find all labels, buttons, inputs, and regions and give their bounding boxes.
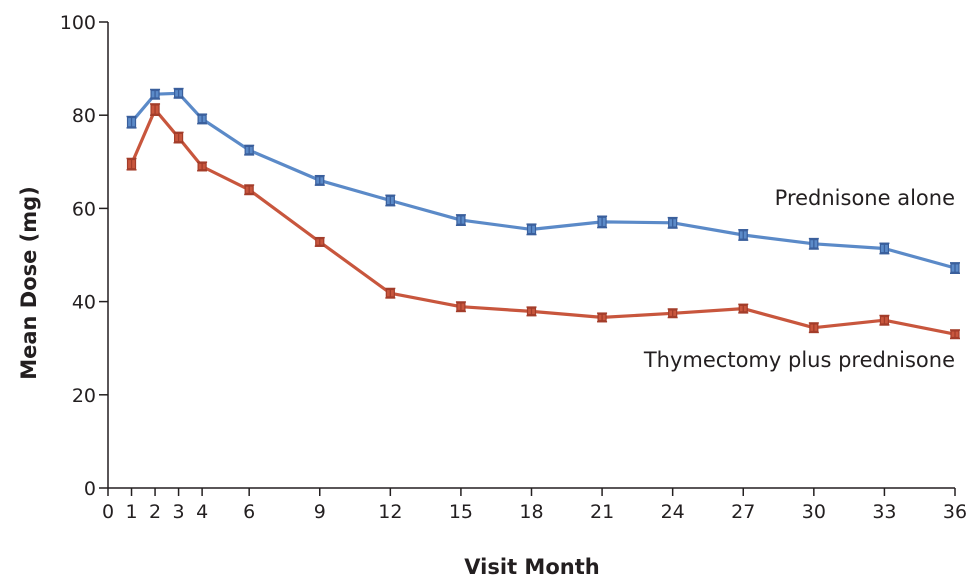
x-tick-label: 36 xyxy=(943,501,967,523)
data-point xyxy=(808,237,819,250)
x-tick-label: 30 xyxy=(802,501,826,523)
x-tick-label: 0 xyxy=(102,501,114,523)
data-point xyxy=(197,161,208,172)
x-tick-label: 3 xyxy=(173,501,185,523)
data-point xyxy=(455,214,466,226)
series-line-0 xyxy=(129,91,957,270)
data-point xyxy=(126,157,137,171)
x-tick-label: 1 xyxy=(125,501,137,523)
data-point xyxy=(808,322,819,334)
data-point xyxy=(244,144,255,156)
x-tick-label: 21 xyxy=(590,501,614,523)
data-point xyxy=(597,215,608,229)
x-tick-label: 4 xyxy=(196,501,208,523)
x-axis: 0 1 2 3 4 6 9 12 15 18 21 24 27 30 33 36 xyxy=(102,487,967,523)
data-point xyxy=(126,115,137,129)
data-point xyxy=(950,262,960,274)
data-point xyxy=(667,216,678,229)
series-layer xyxy=(126,87,960,340)
series-label-prednisone-alone: Prednisone alone xyxy=(775,186,955,210)
data-point xyxy=(197,113,208,125)
x-tick-label: 12 xyxy=(378,501,402,523)
x-tick-label: 18 xyxy=(519,501,543,523)
x-tick-label: 2 xyxy=(149,501,161,523)
data-point xyxy=(950,329,960,340)
data-point xyxy=(526,306,537,317)
data-point xyxy=(314,174,325,186)
y-tick-label: 0 xyxy=(84,478,96,500)
x-tick-label: 33 xyxy=(872,501,896,523)
x-tick-label: 15 xyxy=(449,501,473,523)
series-label-thymectomy-plus-prednisone: Thymectomy plus prednisone xyxy=(643,348,955,372)
x-tick-label: 6 xyxy=(243,501,255,523)
y-axis: 0 20 40 60 80 100 xyxy=(60,12,109,500)
x-tick-label: 24 xyxy=(661,501,685,523)
data-point xyxy=(173,131,184,144)
data-point xyxy=(879,314,890,326)
y-tick-label: 60 xyxy=(72,198,96,220)
y-tick-label: 80 xyxy=(72,105,96,127)
data-point xyxy=(385,287,396,299)
x-tick-label: 9 xyxy=(314,501,326,523)
data-point xyxy=(173,87,184,99)
y-tick-label: 100 xyxy=(60,12,96,34)
data-point xyxy=(314,236,325,247)
y-tick-label: 40 xyxy=(72,292,96,314)
data-point xyxy=(244,184,255,196)
y-axis-title: Mean Dose (mg) xyxy=(17,186,41,380)
series-line-1 xyxy=(129,107,957,336)
data-point xyxy=(150,103,161,117)
data-point xyxy=(526,223,537,236)
x-tick-label: 27 xyxy=(731,501,755,523)
data-point xyxy=(597,312,608,323)
data-point xyxy=(150,88,161,100)
data-point xyxy=(738,229,749,241)
data-point xyxy=(455,301,466,313)
data-point xyxy=(667,308,678,319)
data-point xyxy=(738,303,749,314)
data-point xyxy=(879,242,890,255)
y-tick-label: 20 xyxy=(72,385,96,407)
x-axis-title: Visit Month xyxy=(464,555,599,579)
data-point xyxy=(385,194,396,207)
